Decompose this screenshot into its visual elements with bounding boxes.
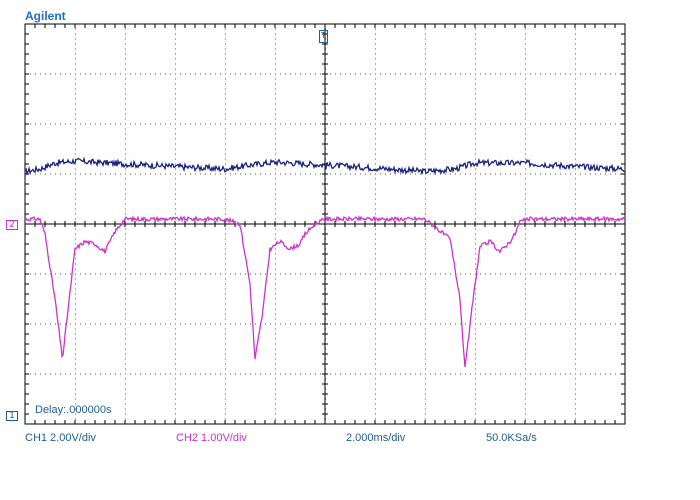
ch1-ground-marker-icon[interactable]: 1	[6, 411, 18, 421]
ch2-trace	[24, 215, 626, 368]
timebase-readout: 2.000ms/div	[346, 432, 406, 444]
ch2-scale-readout: CH2 1.00V/div	[176, 432, 247, 444]
trigger-marker-icon[interactable]: T	[319, 30, 328, 43]
sample-rate-readout: 50.0KSa/s	[486, 432, 537, 444]
brand-logo: Agilent	[25, 9, 66, 23]
delay-readout: Delay:.000000s	[35, 404, 112, 416]
ch1-scale-readout: CH1 2.00V/div	[25, 432, 96, 444]
ch2-ground-marker-icon[interactable]: 2	[6, 220, 18, 230]
graticule	[24, 23, 626, 425]
graticule-ticks	[24, 23, 626, 425]
ch1-trace	[24, 156, 626, 176]
